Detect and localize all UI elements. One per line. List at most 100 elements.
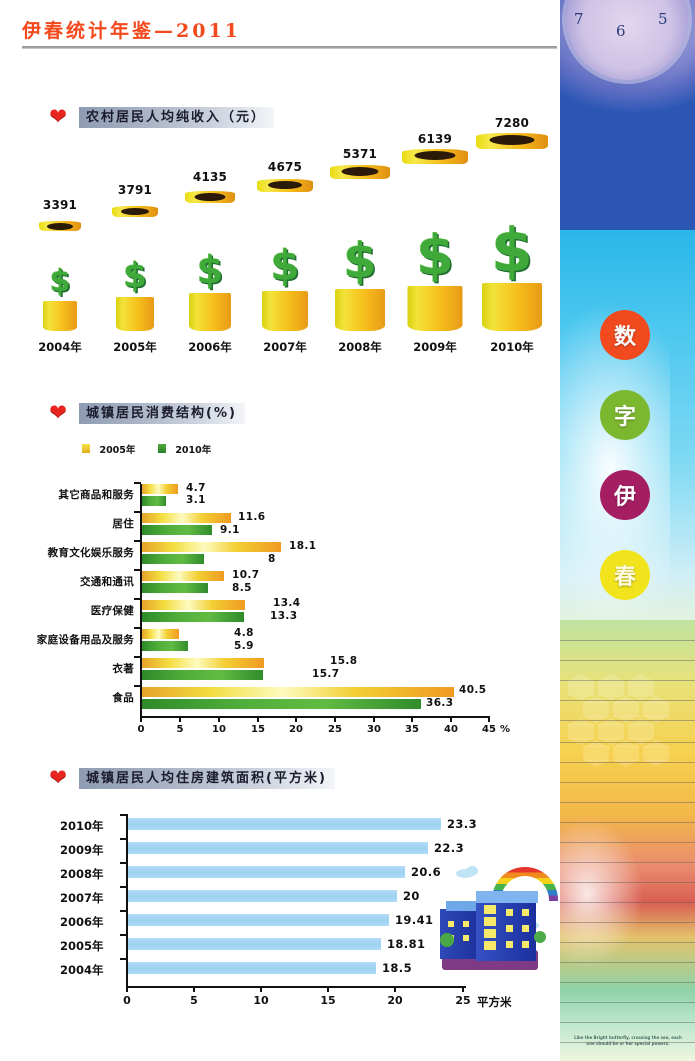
axis-tick <box>120 934 127 936</box>
bar-2005 <box>142 658 264 668</box>
x-axis-unit-label: % <box>500 724 511 735</box>
page-header: 伊春统计年鉴—2011 <box>0 16 560 52</box>
y-axis-line <box>126 814 128 986</box>
chart-rural-income: 3391 $ 2004年 3791 $ 2005年 4135 $ 2006年 4… <box>22 116 560 355</box>
badge-yi: 伊 <box>600 470 650 520</box>
legend-item: 2005年 <box>82 440 135 458</box>
section-title: 城镇居民消费结构(%) <box>79 403 245 424</box>
axis-tick <box>120 958 127 960</box>
badge-label: 春 <box>613 565 636 590</box>
axis-tick <box>120 838 127 840</box>
category-label: 医疗保健 <box>90 605 134 617</box>
bar-value-label: 22.3 <box>434 841 464 855</box>
category-label: 教育文化娱乐服务 <box>47 547 134 559</box>
clock-number: 4 <box>680 0 690 2</box>
bar <box>128 842 428 854</box>
money-plant-icon: $ <box>247 179 323 331</box>
clock-number: 5 <box>658 10 668 28</box>
bar-value-label: 4.8 <box>234 627 254 639</box>
badge-shu: 数 <box>600 310 650 360</box>
category-label: 2007年 <box>263 340 307 354</box>
bar <box>128 914 389 926</box>
badge-label: 伊 <box>613 485 636 510</box>
chart-row: 其它商品和服务 4.7 3.1 <box>22 482 560 511</box>
chart-row: 2009年 22.3 <box>22 838 560 862</box>
badge-zi: 字 <box>600 390 650 440</box>
pictogram-column: 6139 $ 2009年 <box>397 132 473 355</box>
category-label: 其它商品和服务 <box>58 489 134 501</box>
bar-2010 <box>142 612 244 622</box>
axis-tick <box>134 685 141 687</box>
chart-plot-area: 其它商品和服务 4.7 3.1 居住 11.6 9.1 教育文化娱乐服务 18.… <box>22 472 560 750</box>
badge-chun: 春 <box>600 550 650 600</box>
bar-value-label: 15.7 <box>312 668 340 680</box>
x-tick-label: 45 <box>482 724 496 735</box>
bar-2010 <box>142 525 212 535</box>
chart-row: 2006年 19.41 <box>22 910 560 934</box>
x-axis-line <box>140 716 488 718</box>
bar-value-label: 13.3 <box>270 610 298 622</box>
bar-value-label: 36.3 <box>426 697 454 709</box>
header-divider <box>22 46 557 49</box>
strip-gradient-bottom <box>560 620 695 1061</box>
category-label: 2010年 <box>490 340 534 354</box>
clock-number: 6 <box>616 22 626 40</box>
x-tick-label: 5 <box>176 724 184 735</box>
bar-value-label: 15.8 <box>330 655 358 667</box>
bar <box>128 938 381 950</box>
category-label: 2010年 <box>60 819 104 833</box>
chart-row: 食品 40.5 36.3 <box>22 684 560 714</box>
money-plant-icon: $ <box>397 149 473 331</box>
building-left-roof <box>446 901 476 911</box>
axis-tick <box>120 886 127 888</box>
section-title: 农村居民人均纯收入（元） <box>79 107 275 128</box>
chart-row: 家庭设备用品及服务 4.8 5.9 <box>22 627 560 656</box>
tree-icon <box>440 933 454 947</box>
bar <box>128 818 441 830</box>
category-label: 衣著 <box>112 663 134 675</box>
legend-label: 2005年 <box>99 444 136 456</box>
chart-row: 2008年 20.6 <box>22 862 560 886</box>
section-title: 城镇居民人均住房建筑面积(平方米) <box>79 768 335 789</box>
bar-value-label: 3791 <box>117 183 153 197</box>
bottom-caption: Like the Bright butterfly, crossing the … <box>574 1035 682 1046</box>
category-label: 2006年 <box>60 915 104 929</box>
chart-legend: 2005年 2010年 <box>82 440 229 456</box>
heart-icon: ❤ <box>49 105 67 128</box>
building-right-roof <box>476 891 538 903</box>
badge-label: 字 <box>613 405 636 430</box>
money-plant-icon: $ <box>322 165 398 331</box>
bar-2005 <box>142 571 224 581</box>
chart-row: 2004年 18.5 <box>22 958 560 982</box>
category-label: 2008年 <box>60 867 104 881</box>
axis-tick <box>120 862 127 864</box>
x-tick-label: 20 <box>387 994 403 1007</box>
y-axis-line <box>140 484 142 716</box>
bar-2005 <box>142 629 179 639</box>
axis-tick <box>134 569 141 571</box>
chart-row: 医疗保健 13.4 13.3 <box>22 597 560 627</box>
pictogram-column: 7280 $ 2010年 <box>474 116 550 355</box>
clock-number: 7 <box>574 10 584 28</box>
cloud-icon <box>456 869 474 878</box>
pictogram-column: 5371 $ 2008年 <box>322 147 398 355</box>
bar-value-label: 4.7 <box>186 482 206 494</box>
x-tick-label: 35 <box>405 724 419 735</box>
x-tick-label: 25 <box>328 724 342 735</box>
chart-housing-area: 2010年 23.3 2009年 22.3 2008年 20.6 2007年 2… <box>22 760 560 1030</box>
axis-tick <box>134 627 141 629</box>
axis-tick <box>134 540 141 542</box>
x-tick-label: 10 <box>253 994 269 1007</box>
axis-tick <box>134 482 141 484</box>
category-label: 食品 <box>112 692 134 704</box>
pictogram-column: 3791 $ 2005年 <box>97 150 173 355</box>
money-plant-icon: $ <box>22 221 98 331</box>
decorative-side-panel: 7 6 5 8 4 QUARTZ <box>560 0 695 1061</box>
pictogram-column: 3391 $ 2004年 <box>22 150 98 355</box>
money-plant-icon: $ <box>97 206 173 331</box>
legend-swatch <box>157 444 166 454</box>
x-tick-label: 20 <box>289 724 303 735</box>
bar-value-label: 18.5 <box>382 961 412 975</box>
chart-plot-area: 2010年 23.3 2009年 22.3 2008年 20.6 2007年 2… <box>22 808 560 1018</box>
bar-value-label: 5371 <box>342 147 378 161</box>
